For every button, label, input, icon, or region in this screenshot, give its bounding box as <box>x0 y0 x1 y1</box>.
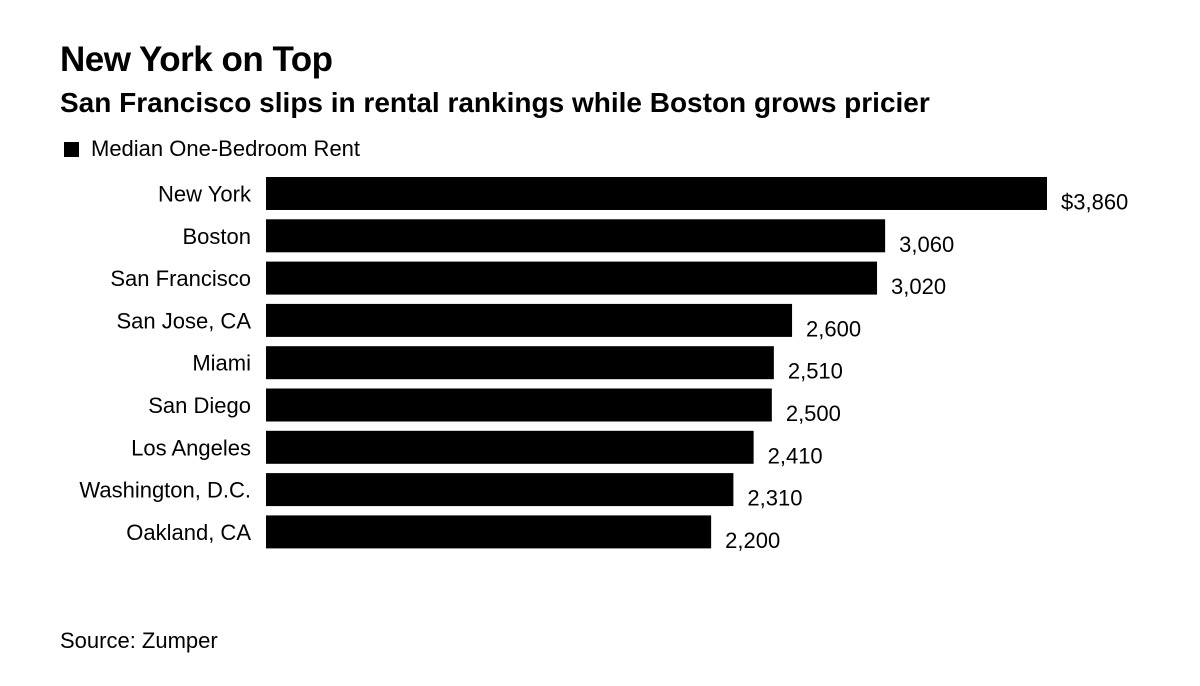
value-label: $3,860 <box>1061 190 1128 215</box>
value-label: 2,310 <box>747 486 802 511</box>
bar <box>266 430 754 464</box>
chart-title: New York on Top <box>60 40 333 79</box>
category-label: Washington, D.C. <box>79 478 251 503</box>
value-label: 2,200 <box>725 528 780 553</box>
value-label: 2,600 <box>806 316 861 341</box>
category-label: Miami <box>192 351 251 376</box>
legend: Median One-Bedroom Rent <box>64 136 360 162</box>
bar <box>266 346 774 380</box>
value-label: 3,020 <box>891 274 946 299</box>
value-label: 2,500 <box>786 401 841 426</box>
legend-label: Median One-Bedroom Rent <box>91 136 361 161</box>
value-label: 2,510 <box>788 359 843 384</box>
bar <box>266 261 878 295</box>
category-label: San Diego <box>148 393 251 418</box>
bar-row: Washington, D.C. 2,310 <box>79 473 802 511</box>
category-label: Los Angeles <box>131 435 251 460</box>
legend-swatch <box>64 141 79 157</box>
bar <box>266 219 886 253</box>
bar-row: Oakland, CA 2,200 <box>126 515 780 553</box>
value-label: 3,060 <box>899 232 954 257</box>
bar-row: San Francisco 3,020 <box>110 261 946 299</box>
category-label: Boston <box>183 224 252 249</box>
bar-row: San Jose, CA 2,600 <box>116 303 861 341</box>
bar <box>266 388 772 422</box>
bar-row: Miami 2,510 <box>192 346 843 384</box>
bar-row: New York $3,860 <box>158 177 1128 215</box>
bar <box>266 473 734 507</box>
bar-row: Los Angeles 2,410 <box>131 430 823 468</box>
category-label: New York <box>158 182 252 207</box>
bar-row: San Diego 2,500 <box>148 388 841 426</box>
category-label: Oakland, CA <box>126 520 251 545</box>
chart-subtitle: San Francisco slips in rental rankings w… <box>60 87 930 118</box>
value-label: 2,410 <box>768 443 823 468</box>
category-label: San Francisco <box>110 266 251 291</box>
bar <box>266 303 793 337</box>
bar-row: Boston 3,060 <box>183 219 954 257</box>
category-label: San Jose, CA <box>116 308 251 333</box>
bar <box>266 515 712 549</box>
source-note: Source: Zumper <box>60 628 218 653</box>
bar <box>266 177 1047 210</box>
